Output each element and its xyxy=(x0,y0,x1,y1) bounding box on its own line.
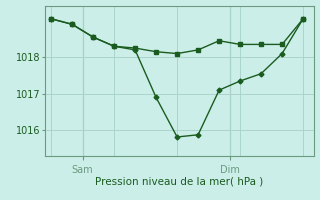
X-axis label: Pression niveau de la mer( hPa ): Pression niveau de la mer( hPa ) xyxy=(95,176,263,186)
